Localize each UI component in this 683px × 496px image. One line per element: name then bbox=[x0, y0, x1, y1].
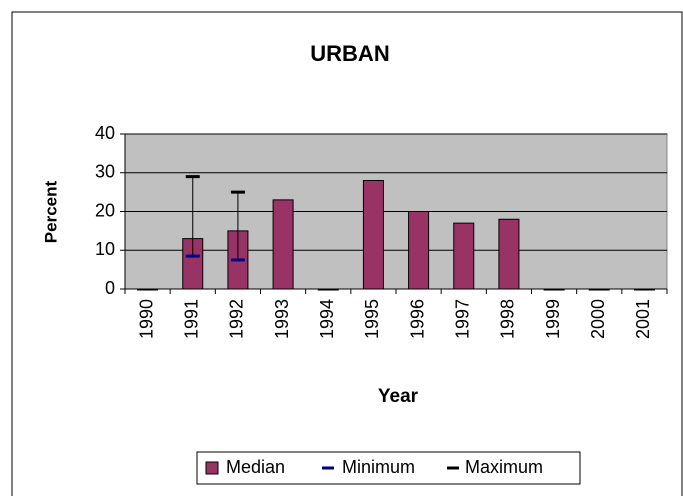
y-tick-label: 40 bbox=[95, 123, 115, 143]
x-tick-label: 2000 bbox=[588, 299, 608, 339]
x-tick-label: 2001 bbox=[633, 299, 653, 339]
bar bbox=[272, 199, 294, 290]
x-tick-label: 1993 bbox=[272, 299, 292, 339]
legend bbox=[196, 451, 581, 485]
legend-label: Minimum bbox=[342, 457, 415, 477]
chart-title: URBAN bbox=[310, 41, 389, 66]
y-tick-label: 10 bbox=[95, 239, 115, 259]
bar bbox=[362, 180, 384, 290]
x-axis-label: Year bbox=[378, 386, 419, 407]
bar bbox=[137, 288, 159, 291]
y-axis-label: Percent bbox=[41, 180, 60, 243]
x-tick-label: 1994 bbox=[317, 299, 337, 339]
y-tick-label: 30 bbox=[95, 162, 115, 182]
legend-label: Median bbox=[226, 457, 285, 477]
bar bbox=[498, 218, 520, 290]
x-tick-label: 1997 bbox=[453, 299, 473, 339]
bar bbox=[633, 288, 655, 291]
legend-label: Maximum bbox=[465, 457, 543, 477]
x-tick-label: 1999 bbox=[543, 299, 563, 339]
x-tick-label: 1998 bbox=[498, 299, 518, 339]
y-tick-label: 20 bbox=[95, 200, 115, 220]
legend-swatch bbox=[205, 461, 219, 475]
x-tick-label: 1992 bbox=[227, 299, 247, 339]
bar bbox=[543, 288, 565, 291]
y-tick-label: 0 bbox=[105, 278, 115, 298]
x-tick-label: 1990 bbox=[136, 299, 156, 339]
bar bbox=[588, 288, 610, 291]
x-tick-label: 1996 bbox=[407, 299, 427, 339]
bar bbox=[317, 288, 339, 291]
bar bbox=[408, 211, 430, 290]
x-tick-label: 1995 bbox=[362, 299, 382, 339]
bar bbox=[453, 222, 475, 290]
x-tick-label: 1991 bbox=[182, 299, 202, 339]
